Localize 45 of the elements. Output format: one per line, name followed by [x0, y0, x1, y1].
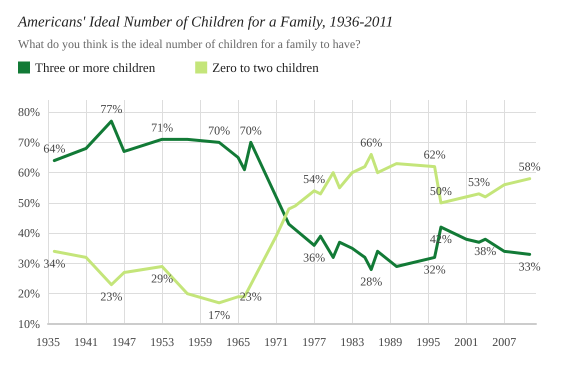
x-tick-label: 1941 [74, 335, 98, 349]
legend-label: Three or more children [35, 60, 156, 75]
data-label: 66% [360, 135, 382, 150]
y-tick-label: 50% [18, 196, 40, 210]
y-tick-label: 80% [18, 105, 40, 120]
data-label: 64% [43, 142, 66, 156]
x-tick-label: 1935 [36, 335, 60, 349]
data-label: 77% [100, 102, 122, 116]
x-tick-label: 1995 [416, 335, 440, 349]
y-tick-label: 30% [18, 256, 40, 270]
legend-label: Zero to two children [212, 60, 320, 75]
data-label: 38% [474, 244, 496, 258]
data-label: 23% [100, 290, 122, 304]
y-tick-label: 10% [18, 317, 40, 331]
data-label: 29% [151, 271, 174, 286]
data-label: 32% [424, 262, 446, 276]
y-tick-label: 70% [18, 135, 40, 150]
data-label: 33% [518, 259, 541, 274]
x-tick-label: 2007 [492, 335, 516, 349]
x-tick-label: 1977 [302, 335, 326, 349]
y-tick-label: 40% [18, 226, 40, 240]
data-label: 54% [303, 172, 326, 186]
data-label: 34% [43, 256, 66, 270]
chart-subtitle: What do you think is the ideal number of children for a family to have? [18, 37, 361, 51]
data-label: 17% [208, 308, 230, 322]
data-label: 71% [151, 120, 174, 134]
x-tick-label: 1959 [188, 335, 212, 349]
x-tick-label: 1983 [340, 335, 364, 349]
x-tick-label: 1971 [264, 335, 288, 349]
data-label: 62% [424, 148, 446, 162]
y-tick-label: 60% [18, 166, 40, 180]
data-label: 58% [518, 160, 541, 174]
data-label: 23% [240, 290, 262, 304]
x-tick-label: 1953 [150, 335, 174, 349]
data-label: 70% [208, 123, 230, 138]
y-tick-label: 20% [18, 286, 40, 301]
x-tick-label: 1947 [112, 335, 136, 349]
data-label: 53% [468, 174, 490, 189]
data-label: 70% [240, 123, 262, 138]
x-tick-label: 1965 [226, 335, 250, 349]
data-label: 28% [360, 274, 382, 289]
x-tick-label: 2001 [454, 335, 478, 349]
chart-title: Americans' Ideal Number of Children for a Family, 1936-2011 [17, 14, 394, 30]
data-label: 36% [303, 250, 326, 264]
x-tick-label: 1989 [378, 335, 402, 349]
